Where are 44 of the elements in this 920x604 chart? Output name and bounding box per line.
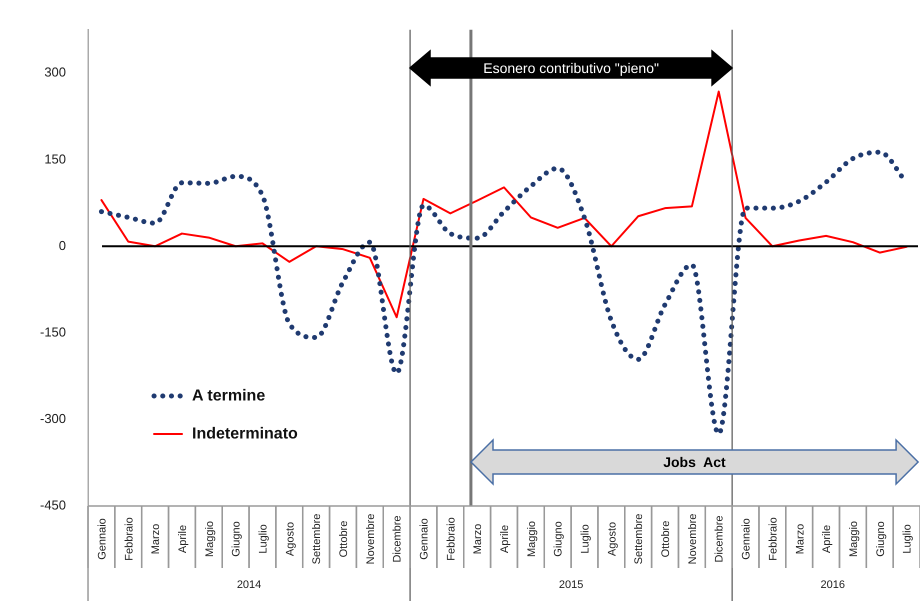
x-tick-label: Agosto bbox=[606, 522, 618, 556]
x-tick-label: Giugno bbox=[230, 521, 243, 557]
x-tick-label: Aprile bbox=[176, 524, 189, 554]
x-tick-label: Febbraio bbox=[767, 517, 780, 561]
x-tick-label: Dicembre bbox=[714, 515, 726, 563]
x-tick-label: Settembre bbox=[311, 514, 324, 564]
x-tick-label: Marzo bbox=[472, 524, 484, 554]
y-tick-label: -150 bbox=[40, 324, 66, 340]
x-tick-label: Aprile bbox=[499, 524, 512, 554]
x-tick-label: Agosto bbox=[284, 522, 296, 556]
x-tick-label: Maggio bbox=[526, 520, 538, 558]
y-tick-label: 300 bbox=[44, 64, 66, 80]
x-tick-label: Maggio bbox=[204, 520, 216, 558]
x-tick-label: Maggio bbox=[848, 520, 860, 558]
x-tick-label: Ottobre bbox=[338, 520, 350, 558]
x-tick-label: Luglio bbox=[258, 524, 270, 554]
x-tick-label: Febbraio bbox=[445, 517, 458, 561]
x-tick-label: Luglio bbox=[580, 524, 592, 554]
x-tick-label: Gennaio bbox=[96, 518, 108, 560]
text: 2015 bbox=[558, 579, 584, 592]
y-tick-label: 0 bbox=[58, 238, 66, 253]
x-tick-label: Novembre bbox=[686, 514, 699, 564]
x-tick-label: Luglio bbox=[902, 524, 914, 554]
legend-label: Indeterminato bbox=[192, 425, 298, 442]
x-tick-label: Novembre bbox=[364, 514, 377, 564]
text: 2016 bbox=[820, 579, 846, 592]
text: 2014 bbox=[236, 579, 262, 592]
annotation: Jobs Act bbox=[663, 453, 726, 471]
x-tick-label: Ottobre bbox=[660, 520, 672, 558]
x-tick-label: Settembre bbox=[633, 514, 646, 564]
x-tick-label: Giugno bbox=[874, 521, 887, 557]
y-tick-label: -450 bbox=[40, 498, 66, 513]
x-tick-label: Gennaio bbox=[418, 518, 431, 560]
x-tick-label: Febbraio bbox=[123, 517, 136, 561]
legend-label: A termine bbox=[192, 387, 266, 404]
x-tick-label: Giugno bbox=[552, 521, 565, 557]
x-tick-label: Dicembre bbox=[392, 515, 404, 563]
x-tick-label: Aprile bbox=[821, 524, 834, 554]
annotation: Esonero contributivo "pieno" bbox=[483, 58, 659, 77]
x-tick-label: Gennaio bbox=[740, 518, 753, 560]
y-tick-label: -300 bbox=[40, 410, 66, 426]
x-tick-label: Marzo bbox=[794, 524, 806, 554]
y-tick-label: 150 bbox=[44, 151, 66, 166]
x-tick-label: Marzo bbox=[150, 524, 162, 554]
